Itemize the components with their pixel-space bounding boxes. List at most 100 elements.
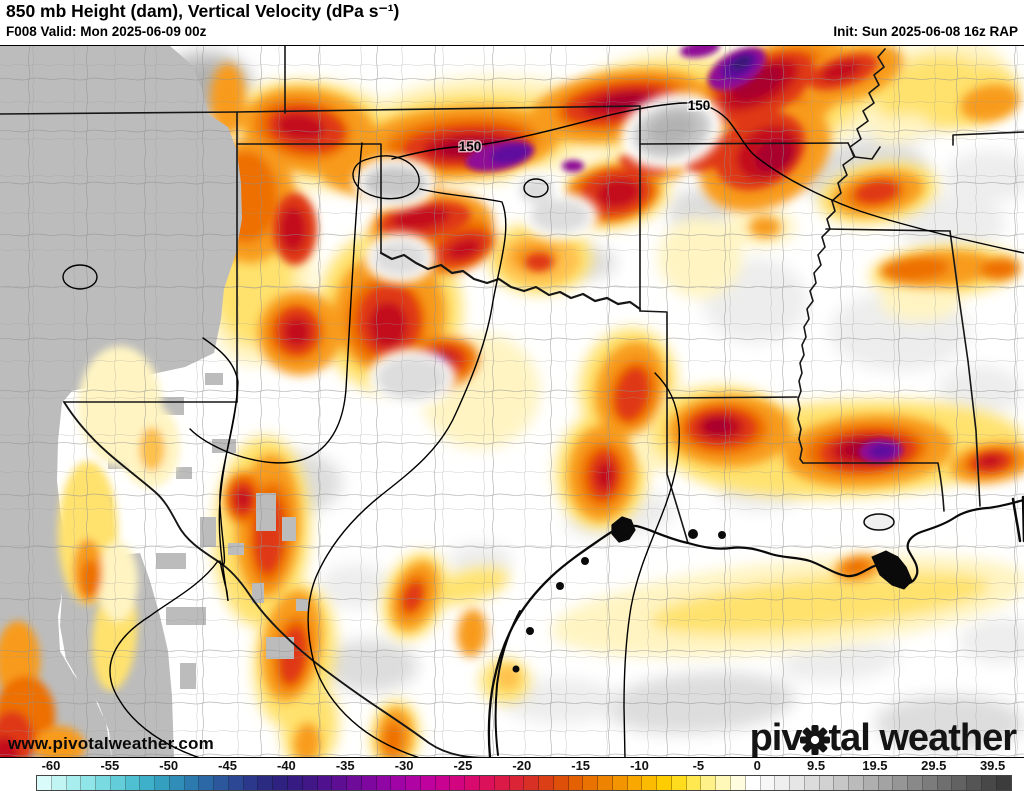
colorbar-segment [125, 776, 141, 790]
colorbar-segment [967, 776, 982, 790]
colorbar-segment [952, 776, 968, 790]
colorbar-segment [214, 776, 229, 790]
colorbar-segment [332, 776, 348, 790]
colorbar-segment [228, 776, 244, 790]
colorbar-segment [716, 776, 731, 790]
coastline [487, 495, 1024, 757]
state-borders [0, 46, 1024, 757]
colorbar-segment [406, 776, 421, 790]
colorbar-segment [598, 776, 613, 790]
colorbar-segment [863, 776, 879, 790]
colorbar-segment [243, 776, 259, 790]
colorbar-segment [169, 776, 185, 790]
colorbar-segment [775, 776, 791, 790]
colorbar-segment [465, 776, 480, 790]
colorbar-tick-label: -35 [335, 758, 355, 773]
map-area: 150 150 www.pivotalweather.com piv tal we… [0, 45, 1024, 758]
colorbar-segment [583, 776, 599, 790]
colorbar-segment [553, 776, 569, 790]
colorbar-segment [760, 776, 776, 790]
colorbar-segment [494, 776, 510, 790]
colorbar-tick-label: -30 [394, 758, 414, 773]
colorbar-segment [524, 776, 540, 790]
colorbar-segment [110, 776, 126, 790]
colorbar-tick-label: -50 [159, 758, 179, 773]
colorbar-segment [51, 776, 67, 790]
colorbar-segment [273, 776, 289, 790]
colorbar-tick-label: 9.5 [807, 758, 826, 773]
colorbar: -60 -55 -50 -45 -40 -35 -30 -25 -20 -15 -10 -5 0 9.5 1… [0, 758, 1024, 791]
colorbar-segment [657, 776, 672, 790]
colorbar-tick-label: -45 [218, 758, 237, 773]
colorbar-tick-label: 0 [753, 758, 761, 773]
colorbar-segment [804, 776, 820, 790]
colorbar-segment [361, 776, 377, 790]
colorbar-segment [347, 776, 362, 790]
colorbar-segment [908, 776, 923, 790]
page-title: 850 mb Height (dam), Vertical Velocity (… [6, 1, 400, 21]
colorbar-tick-label: -10 [630, 758, 649, 773]
colorbar-strip [36, 775, 1012, 791]
init-time-text: Init: Sun 2025-06-08 16z RAP [833, 24, 1018, 39]
watermark-url: www.pivotalweather.com [8, 734, 214, 753]
colorbar-segment [790, 776, 805, 790]
colorbar-tick-label: -60 [41, 758, 61, 773]
colorbar-tick-label: 39.5 [979, 758, 1006, 773]
colorbar-tick-label: -20 [512, 758, 532, 773]
colorbar-segment [509, 776, 525, 790]
colorbar-segment [376, 776, 392, 790]
colorbar-segment [391, 776, 407, 790]
colorbar-segment [878, 776, 894, 790]
weather-map-svg: 150 150 [0, 46, 1024, 757]
colorbar-segment [539, 776, 554, 790]
colorbar-segment [258, 776, 274, 790]
colorbar-segment [996, 776, 1011, 790]
colorbar-segment [450, 776, 466, 790]
colorbar-segment [420, 776, 436, 790]
colorbar-tick-label: 29.5 [921, 758, 947, 773]
contour-labels: 150 150 [457, 97, 712, 156]
colorbar-segment [199, 776, 215, 790]
colorbar-segment [317, 776, 333, 790]
colorbar-segment [671, 776, 687, 790]
colorbar-tick-label: 19.5 [862, 758, 888, 773]
colorbar-segment [686, 776, 702, 790]
colorbar-tick-label: -15 [571, 758, 591, 773]
pivotal-weather-logo: piv tal weather [749, 717, 1017, 758]
colorbar-tick-label: -5 [692, 758, 705, 773]
colorbar-segment [982, 776, 997, 790]
colorbar-segment [819, 776, 835, 790]
colorbar-segment [730, 776, 746, 790]
colorbar-segment [288, 776, 303, 790]
colorbar-segment [37, 776, 52, 790]
colorbar-segment [96, 776, 111, 790]
colorbar-segment [302, 776, 318, 790]
colorbar-segment [155, 776, 170, 790]
contour-label-150-east: 150 [688, 98, 711, 113]
colorbar-segment [479, 776, 495, 790]
colorbar-tick-label: -40 [276, 758, 296, 773]
colorbar-segment [642, 776, 658, 790]
colorbar-tick-label: -55 [100, 758, 120, 773]
colorbar-segment [893, 776, 909, 790]
colorbar-segment [66, 776, 82, 790]
colorbar-segment [568, 776, 584, 790]
colorbar-segment [627, 776, 643, 790]
colorbar-segment [612, 776, 628, 790]
height-contours [62, 102, 1024, 757]
colorbar-segment [140, 776, 156, 790]
colorbar-tick-label: -25 [453, 758, 473, 773]
colorbar-segment [937, 776, 953, 790]
colorbar-segment [849, 776, 864, 790]
colorbar-segment [834, 776, 850, 790]
colorbar-segment [435, 776, 451, 790]
colorbar-segment [922, 776, 938, 790]
logo-text-tal-weather: tal weather [828, 717, 1017, 758]
title-bar: 850 mb Height (dam), Vertical Velocity (… [0, 0, 1024, 45]
contour-label-150-west: 150 [459, 139, 482, 154]
logo-text-piv: piv [749, 717, 803, 758]
colorbar-segment [745, 776, 761, 790]
gear-icon [800, 725, 831, 755]
colorbar-segment [184, 776, 200, 790]
